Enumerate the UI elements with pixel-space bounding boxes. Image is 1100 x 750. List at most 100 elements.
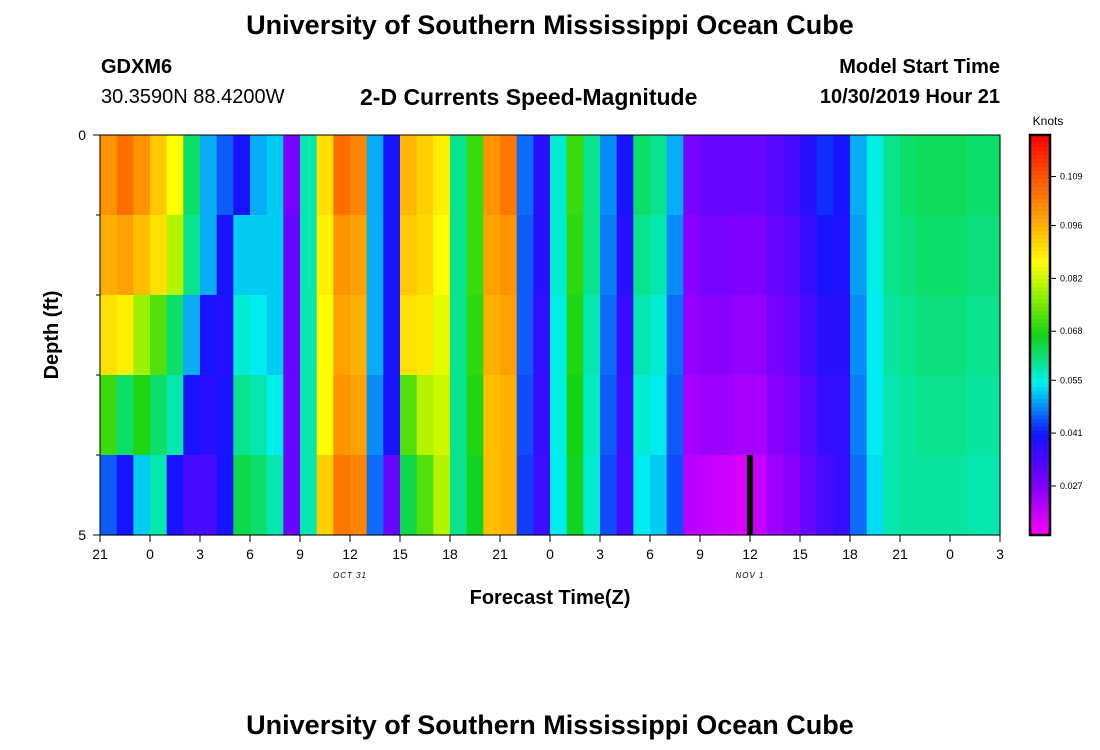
heatmap-cell	[616, 375, 634, 456]
heatmap-cell	[150, 455, 168, 536]
colorbar-segment	[1030, 159, 1050, 164]
colorbar-segment	[1030, 443, 1050, 448]
date-label: OCT 31	[333, 571, 367, 580]
heatmap-cell	[883, 375, 901, 456]
heatmap-cell	[233, 215, 251, 296]
heatmap-cell	[850, 295, 868, 376]
heatmap-cell	[850, 135, 868, 216]
heatmap-cell	[966, 295, 984, 376]
heatmap-cell	[500, 215, 518, 296]
colorbar-segment	[1030, 351, 1050, 356]
heatmap-cell	[416, 215, 434, 296]
heatmap-cell	[983, 215, 1001, 296]
heatmap-cell	[283, 135, 301, 216]
heatmap-cell	[183, 135, 201, 216]
heatmap-cell	[700, 295, 718, 376]
colorbar-segment	[1030, 299, 1050, 304]
colorbar-segment	[1030, 315, 1050, 320]
date-label: NOV 1	[735, 571, 764, 580]
x-tick-label: 9	[296, 546, 304, 562]
colorbar-segment	[1030, 263, 1050, 268]
heatmap-cells	[100, 135, 1001, 536]
heatmap-cell	[716, 375, 734, 456]
heatmap-cell	[500, 375, 518, 456]
colorbar-segment	[1030, 347, 1050, 352]
heatmap-cell	[316, 295, 334, 376]
heatmap-cell	[766, 295, 784, 376]
heatmap-cell	[583, 375, 601, 456]
colorbar-tick-label: 0.068	[1060, 326, 1083, 336]
heatmap-cell	[866, 215, 884, 296]
colorbar-tick-label: 0.055	[1060, 375, 1083, 385]
heatmap-cell	[283, 215, 301, 296]
heatmap-cell	[300, 375, 318, 456]
heatmap-cell	[300, 295, 318, 376]
heatmap-cell	[666, 455, 684, 536]
heatmap-cell	[383, 215, 401, 296]
heatmap-cell	[116, 215, 134, 296]
colorbar-segment	[1030, 527, 1050, 532]
heatmap-cell	[566, 295, 584, 376]
colorbar-tick-label: 0.109	[1060, 172, 1083, 182]
heatmap-cell	[700, 455, 718, 536]
heatmap-cell	[300, 215, 318, 296]
colorbar-segment	[1030, 199, 1050, 204]
y-axis-ticks: 05	[78, 127, 100, 543]
heatmap-cell	[850, 455, 868, 536]
heatmap-cell	[100, 135, 118, 216]
heatmap-cell	[733, 375, 751, 456]
heatmap-cell	[766, 375, 784, 456]
heatmap-cell	[133, 375, 151, 456]
heatmap-cell	[250, 215, 268, 296]
heatmap-cell	[966, 215, 984, 296]
colorbar-segment	[1030, 207, 1050, 212]
heatmap-cell	[733, 295, 751, 376]
heatmap-cell	[716, 455, 734, 536]
colorbar: 0.027 0.041 0.055 0.068 0.082 0.096 0.109	[1028, 133, 1083, 537]
colorbar-segment	[1030, 195, 1050, 200]
heatmap-cell	[616, 135, 634, 216]
heatmap-cell	[533, 215, 551, 296]
heatmap-cell	[200, 455, 218, 536]
colorbar-segment	[1030, 211, 1050, 216]
colorbar-segment	[1030, 423, 1050, 428]
x-tick-label: 21	[892, 546, 908, 562]
heatmap-cell	[433, 455, 451, 536]
heatmap-cell	[366, 135, 384, 216]
heatmap-cell	[950, 375, 968, 456]
heatmap-cell	[483, 295, 501, 376]
heatmap-cell	[783, 135, 801, 216]
heatmap-cell	[883, 215, 901, 296]
heatmap-cell	[716, 215, 734, 296]
heatmap-cell	[650, 135, 668, 216]
x-tick-label: 21	[92, 546, 108, 562]
colorbar-segment	[1030, 287, 1050, 292]
heatmap-cell	[216, 455, 234, 536]
heatmap-cell	[383, 135, 401, 216]
heatmap-cell	[916, 135, 934, 216]
colorbar-segment	[1030, 183, 1050, 188]
heatmap-cell	[700, 375, 718, 456]
heatmap-cell	[416, 375, 434, 456]
heatmap-cell	[400, 295, 418, 376]
heatmap-cell	[500, 295, 518, 376]
heatmap-cell	[666, 295, 684, 376]
heatmap-cell	[350, 455, 368, 536]
colorbar-segment	[1030, 275, 1050, 280]
colorbar-segment	[1030, 243, 1050, 248]
heatmap-cell	[616, 295, 634, 376]
heatmap-cell	[100, 455, 118, 536]
heatmap-cell	[183, 215, 201, 296]
heatmap-cell	[333, 135, 351, 216]
x-tick-label: 3	[596, 546, 604, 562]
colorbar-segment	[1030, 487, 1050, 492]
heatmap-cell	[166, 135, 184, 216]
heatmap-cell	[700, 135, 718, 216]
heatmap-cell	[133, 295, 151, 376]
heatmap-cell	[383, 295, 401, 376]
heatmap-cell	[750, 135, 768, 216]
heatmap-cell	[466, 135, 484, 216]
heatmap-cell	[150, 295, 168, 376]
heatmap-cell	[483, 135, 501, 216]
